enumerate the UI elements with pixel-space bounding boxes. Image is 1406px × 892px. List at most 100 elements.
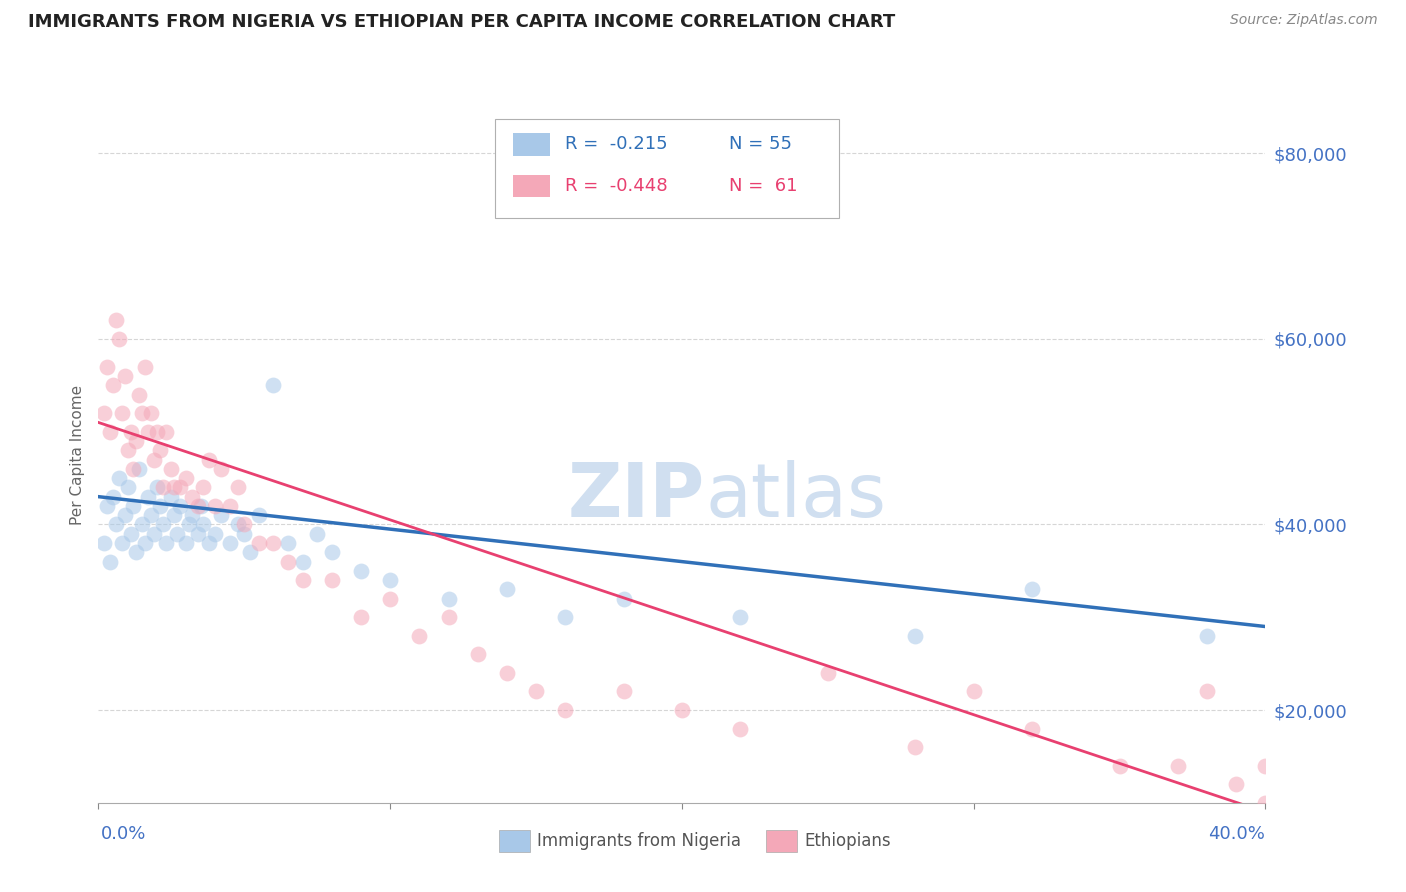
Point: [108, 471, 131, 485]
Point: [904, 629, 927, 643]
Point: [93, 536, 115, 550]
Point: [114, 508, 136, 523]
Point: [378, 591, 402, 606]
Point: [728, 722, 751, 736]
Point: [554, 703, 576, 717]
Point: [1254, 796, 1277, 810]
Point: [291, 555, 314, 569]
Point: [146, 480, 169, 494]
Point: [321, 545, 343, 559]
Point: [98, 425, 121, 439]
Point: [218, 499, 240, 513]
Point: [128, 462, 150, 476]
Point: [177, 517, 200, 532]
Point: [554, 610, 576, 624]
Point: [125, 434, 148, 448]
Point: [1021, 722, 1043, 736]
Point: [228, 517, 250, 532]
Point: [180, 508, 202, 523]
Point: [174, 471, 197, 485]
FancyBboxPatch shape: [513, 134, 550, 156]
Point: [136, 490, 159, 504]
Point: [120, 425, 142, 439]
Text: ZIP: ZIP: [568, 460, 706, 533]
Point: [1108, 758, 1130, 772]
Text: IMMIGRANTS FROM NIGERIA VS ETHIOPIAN PER CAPITA INCOME CORRELATION CHART: IMMIGRANTS FROM NIGERIA VS ETHIOPIAN PER…: [28, 13, 896, 31]
Point: [104, 517, 127, 532]
Point: [187, 526, 209, 541]
Point: [104, 313, 127, 327]
Point: [163, 508, 186, 523]
Point: [378, 573, 402, 587]
Point: [114, 369, 136, 384]
Text: R =  -0.215: R = -0.215: [565, 135, 668, 153]
Point: [467, 648, 489, 662]
Point: [142, 452, 165, 467]
Point: [962, 684, 984, 698]
Text: atlas: atlas: [706, 460, 886, 533]
Point: [1167, 758, 1189, 772]
FancyBboxPatch shape: [495, 119, 839, 219]
Point: [437, 591, 460, 606]
Point: [671, 703, 693, 717]
Point: [193, 517, 215, 532]
Point: [817, 665, 839, 680]
Point: [131, 406, 153, 420]
Point: [1195, 684, 1218, 698]
Point: [149, 499, 172, 513]
Point: [1021, 582, 1043, 597]
Point: [495, 582, 517, 597]
Point: [291, 573, 314, 587]
Point: [125, 545, 148, 559]
Point: [612, 591, 634, 606]
Point: [146, 425, 169, 439]
Point: [117, 480, 139, 494]
Text: Ethiopians: Ethiopians: [804, 832, 891, 850]
Point: [155, 425, 177, 439]
Point: [111, 406, 134, 420]
Text: N =  61: N = 61: [728, 177, 797, 194]
Point: [1225, 777, 1247, 791]
Point: [209, 462, 232, 476]
Point: [239, 545, 262, 559]
Text: Immigrants from Nigeria: Immigrants from Nigeria: [537, 832, 741, 850]
Point: [139, 508, 162, 523]
Point: [204, 526, 226, 541]
Text: R =  -0.448: R = -0.448: [565, 177, 668, 194]
Point: [1254, 758, 1277, 772]
Point: [307, 526, 329, 541]
Point: [728, 610, 751, 624]
Point: [277, 536, 299, 550]
Point: [120, 526, 142, 541]
Point: [228, 480, 250, 494]
Point: [134, 359, 156, 374]
Point: [142, 526, 165, 541]
Text: N = 55: N = 55: [728, 135, 792, 153]
Point: [111, 536, 134, 550]
Point: [204, 499, 226, 513]
Point: [209, 508, 232, 523]
Point: [262, 536, 284, 550]
Point: [93, 406, 115, 420]
Point: [160, 462, 183, 476]
Point: [247, 536, 270, 550]
Y-axis label: Per Capita Income: Per Capita Income: [70, 384, 86, 525]
FancyBboxPatch shape: [513, 175, 550, 197]
Point: [169, 499, 191, 513]
Point: [437, 610, 460, 624]
Point: [122, 462, 145, 476]
Point: [193, 480, 215, 494]
Point: [277, 555, 299, 569]
Point: [128, 387, 150, 401]
Point: [408, 629, 430, 643]
Point: [152, 480, 174, 494]
Point: [262, 378, 284, 392]
Point: [524, 684, 547, 698]
Point: [139, 406, 162, 420]
Point: [198, 536, 221, 550]
Point: [136, 425, 159, 439]
Point: [101, 490, 124, 504]
Point: [233, 526, 256, 541]
Point: [350, 610, 373, 624]
Point: [131, 517, 153, 532]
